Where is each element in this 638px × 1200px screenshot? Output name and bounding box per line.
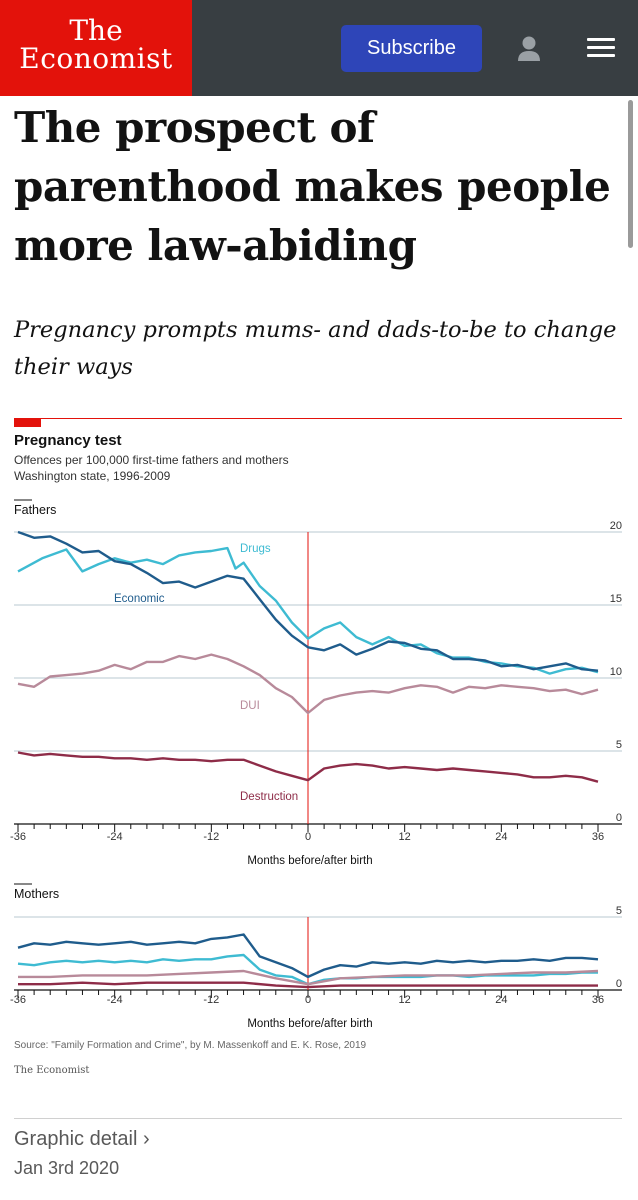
hamburger-menu-icon[interactable] bbox=[587, 38, 615, 58]
panel-title-1: Mothers bbox=[14, 887, 59, 901]
x-tick-label: 36 bbox=[592, 831, 604, 843]
page-scrollbar[interactable] bbox=[628, 100, 633, 248]
chart-subtitle-period: Washington state, 1996-2009 bbox=[14, 469, 171, 483]
chart-source: Source: "Family Formation and Crime", by… bbox=[14, 1040, 366, 1051]
y-tick-label: 15 bbox=[610, 593, 622, 605]
chart-credit: The Economist bbox=[14, 1065, 89, 1076]
x-tick-label: 0 bbox=[305, 831, 311, 843]
pregnancy-test-chart: Fathers 0 5 10 15 20 -36 -24 -12 0 12 24 36 Drugs Econ… bbox=[10, 499, 622, 1076]
section-link-graphic-detail[interactable]: Graphic detail › bbox=[14, 1128, 150, 1150]
series-line-destruction-mothers bbox=[18, 981, 598, 989]
series-label-drugs: Drugs bbox=[240, 543, 271, 555]
logo-line2: Economist bbox=[19, 42, 173, 75]
article-subheadline: Pregnancy prompts mums- and dads-to-be t… bbox=[14, 317, 617, 380]
x-tick-label: 0 bbox=[305, 994, 311, 1006]
series-line-dui-mothers bbox=[18, 969, 599, 986]
y-tick-label: 5 bbox=[616, 905, 622, 917]
series-line-economic-mothers bbox=[17, 933, 599, 979]
publish-date: Jan 3rd 2020 bbox=[14, 1158, 120, 1178]
subscribe-button[interactable]: Subscribe bbox=[341, 25, 482, 72]
chart-red-tag bbox=[14, 418, 41, 427]
x-axis-label: Months before/after birth bbox=[247, 855, 372, 867]
series-label-economic: Economic bbox=[114, 593, 165, 605]
series-label-dui: DUI bbox=[240, 700, 260, 712]
x-axis-label: Months before/after birth bbox=[247, 1018, 372, 1030]
x-tick-label: 12 bbox=[399, 831, 411, 843]
article-headline: The prospect of parenthood makes people … bbox=[14, 103, 611, 270]
panel-title-0: Fathers bbox=[14, 503, 56, 517]
series-label-destruction: Destruction bbox=[240, 791, 298, 803]
x-tick-label: 36 bbox=[592, 994, 604, 1006]
series-line-drugs-fathers bbox=[17, 546, 599, 675]
y-tick-label: 10 bbox=[610, 666, 622, 678]
series-line-economic-fathers bbox=[17, 530, 599, 672]
x-tick-label: -36 bbox=[10, 994, 26, 1006]
y-tick-label: 5 bbox=[616, 739, 622, 751]
chart-subtitle: Offences per 100,000 first-time fathers … bbox=[14, 453, 289, 467]
y-tick-label: 0 bbox=[616, 978, 622, 990]
y-tick-label: 0 bbox=[616, 812, 622, 824]
logo-line1: The bbox=[69, 14, 123, 47]
x-tick-label: -24 bbox=[107, 994, 123, 1006]
footer-divider bbox=[14, 1118, 622, 1119]
x-tick-label: -12 bbox=[203, 831, 219, 843]
x-tick-label: -36 bbox=[10, 831, 26, 843]
y-tick-label: 20 bbox=[610, 520, 622, 532]
chart-top-rule bbox=[14, 418, 622, 419]
series-line-dui-fathers bbox=[17, 653, 599, 715]
economist-logo[interactable]: The Economist bbox=[0, 0, 192, 96]
chart-title: Pregnancy test bbox=[14, 432, 122, 449]
x-tick-label: 24 bbox=[495, 994, 507, 1006]
series-line-destruction-fathers bbox=[17, 751, 599, 783]
site-header: The Economist Subscribe bbox=[0, 0, 638, 96]
x-tick-label: 24 bbox=[495, 831, 507, 843]
x-tick-label: -12 bbox=[203, 994, 219, 1006]
x-tick-label: -24 bbox=[107, 831, 123, 843]
x-tick-label: 12 bbox=[399, 994, 411, 1006]
user-account-icon[interactable] bbox=[514, 34, 544, 62]
